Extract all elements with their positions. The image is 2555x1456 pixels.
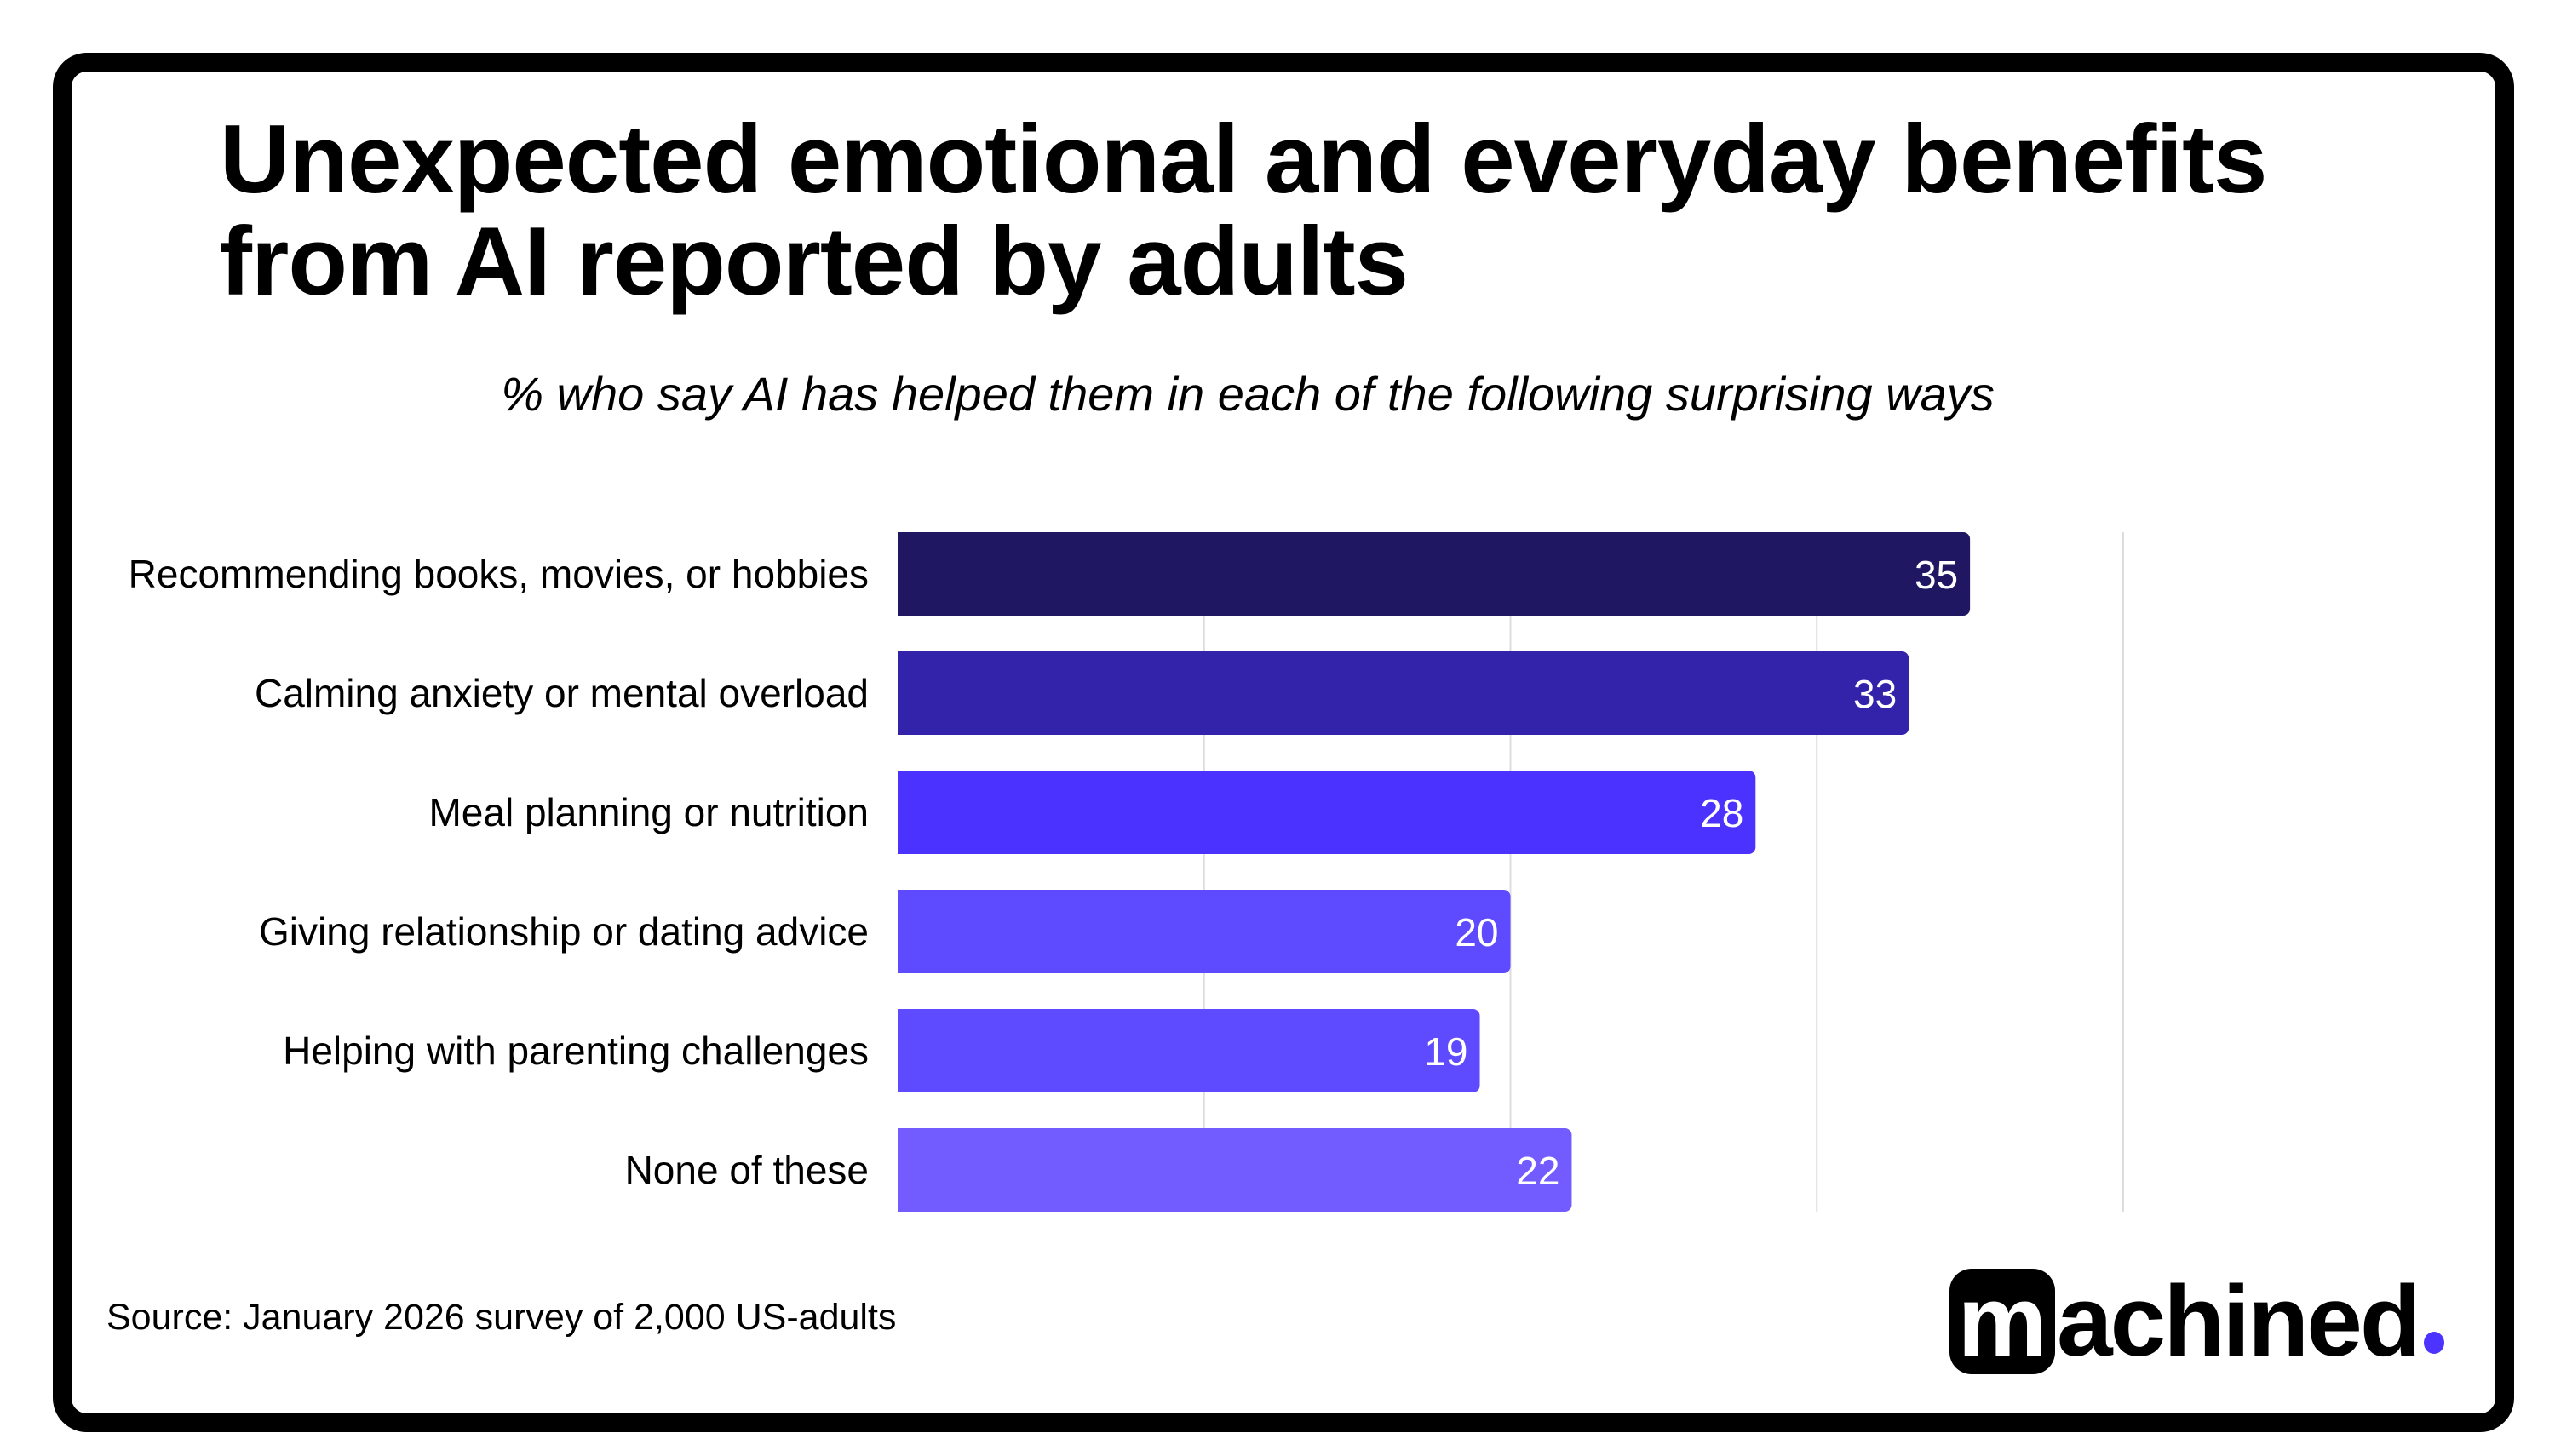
logo-dot — [2423, 1332, 2444, 1354]
category-label: Recommending books, movies, or hobbies — [129, 552, 869, 596]
category-label: Meal planning or nutrition — [428, 790, 869, 834]
logo-m-badge: m — [1949, 1269, 2055, 1374]
data-label: 22 — [1516, 1149, 1559, 1193]
data-label: 19 — [1424, 1029, 1467, 1074]
bar — [898, 532, 1971, 616]
bar — [898, 771, 1756, 854]
category-label: None of these — [625, 1148, 869, 1192]
data-label: 28 — [1700, 791, 1743, 835]
logo-wordmark: achined — [2057, 1265, 2421, 1378]
machined-logo: m achined — [1949, 1269, 2444, 1374]
category-label: Calming anxiety or mental overload — [255, 671, 869, 715]
category-label: Giving relationship or dating advice — [259, 909, 869, 954]
chart-subtitle: % who say AI has helped them in each of … — [501, 367, 1995, 421]
data-label: 20 — [1455, 910, 1498, 954]
bar — [898, 1009, 1480, 1092]
bar — [898, 651, 1909, 735]
chart-title: Unexpected emotional and everyday benefi… — [220, 106, 2267, 316]
category-label: Helping with parenting challenges — [283, 1029, 869, 1073]
bar — [898, 1128, 1572, 1212]
data-label: 35 — [1915, 553, 1958, 597]
bar — [898, 890, 1511, 973]
data-label: 33 — [1853, 672, 1897, 716]
source-note: Source: January 2026 survey of 2,000 US-… — [106, 1297, 897, 1338]
